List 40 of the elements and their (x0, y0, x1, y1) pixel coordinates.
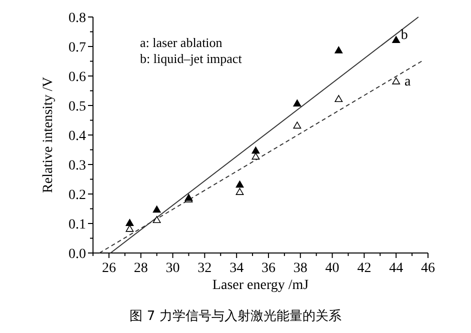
x-tick-label: 42 (357, 261, 372, 276)
point (236, 180, 244, 188)
x-tick-label: 44 (389, 261, 404, 276)
point (252, 152, 260, 160)
x-tick-label: 40 (325, 261, 340, 276)
x-tick-label: 36 (261, 261, 276, 276)
text: 图 7 力学信号与入射激光能量的关系 (130, 309, 342, 324)
point (334, 46, 343, 54)
x-tick-label: 30 (166, 261, 180, 276)
x-tick-label: 38 (293, 261, 308, 276)
point (392, 36, 400, 44)
point (152, 206, 161, 213)
annotation: a: laser ablation (140, 35, 223, 50)
x-axis-title: Laser energy /mJ (212, 278, 310, 293)
x-tick-label: 32 (198, 261, 212, 276)
series-label: a (404, 74, 412, 90)
x-tick-label: 28 (134, 261, 148, 276)
y-tick-label: 0.6 (68, 70, 86, 85)
point (392, 77, 400, 84)
point (293, 122, 302, 129)
point (126, 218, 134, 226)
y-tick-label: 0.8 (68, 11, 86, 26)
y-tick-label: 0.1 (68, 218, 86, 232)
y-tick-label: 0.4 (68, 129, 86, 144)
annotation: b: liquid–jet impact (140, 51, 242, 66)
y-tick-label: 0.0 (68, 247, 86, 262)
point (334, 95, 343, 102)
x-tick-label: 26 (102, 261, 116, 276)
point (293, 100, 302, 106)
point (252, 146, 260, 154)
y-tick-label: 0.7 (68, 40, 86, 56)
y-tick-label: 0.5 (68, 100, 86, 114)
x-tick-label: 46 (421, 261, 435, 276)
y-tick-label: 0.2 (68, 188, 86, 203)
point (152, 216, 161, 224)
x-tick-label: 34 (230, 261, 244, 276)
y-tick-label: 0.3 (68, 158, 86, 174)
point (236, 188, 244, 195)
y-axis-title: Relative intensity /V (41, 77, 56, 193)
series-label: b (400, 28, 408, 43)
